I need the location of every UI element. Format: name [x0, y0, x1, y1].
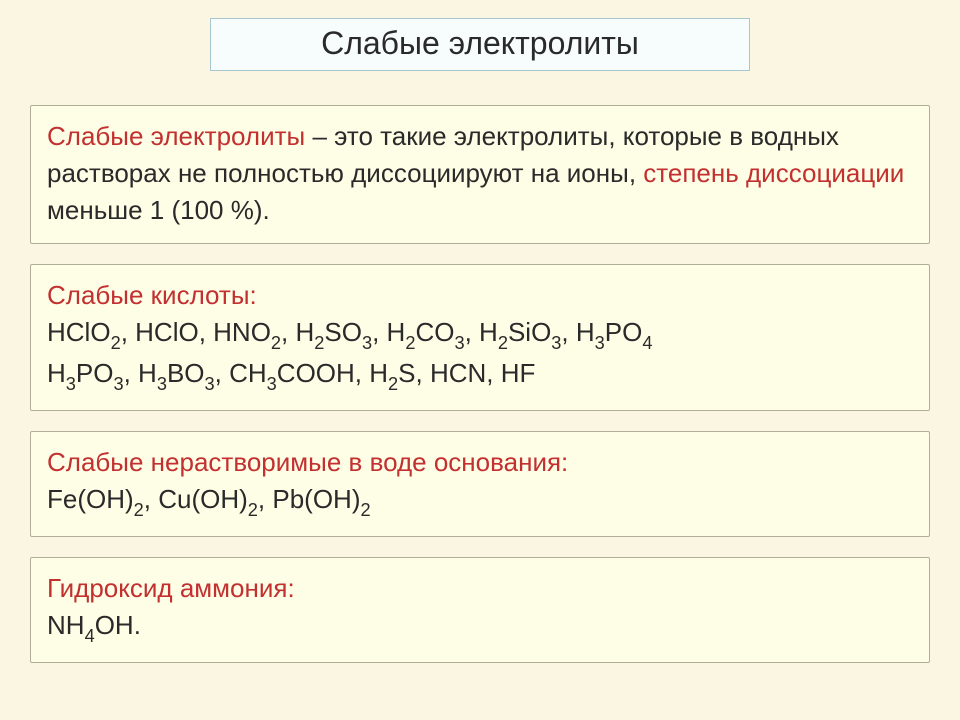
weak-acids-card: Слабые кислоты: HClO2, HClO, HNO2, H2SO3… — [30, 264, 930, 411]
definition-dash: – — [305, 121, 327, 151]
ammonium-card: Гидроксид аммония: NH4OH. — [30, 557, 930, 663]
weak-bases-card: Слабые нерастворимые в воде основания: F… — [30, 431, 930, 537]
weak-bases-list: Fe(OH)2, Cu(OH)2, Pb(OH)2 — [47, 481, 913, 522]
weak-bases-heading: Слабые нерастворимые в воде основания: — [47, 447, 568, 477]
definition-card: Слабые электролиты – это такие электроли… — [30, 105, 930, 244]
definition-term: Слабые электролиты — [47, 121, 305, 151]
weak-acids-heading: Слабые кислоты: — [47, 277, 913, 314]
page-title: Слабые электролиты — [210, 18, 750, 71]
definition-text-2: меньше 1 (100 %). — [47, 195, 270, 225]
ammonium-formula: NH4OH. — [47, 607, 913, 648]
weak-acids-list: HClO2, HClO, HNO2, H2SO3, H2CO3, H2SiO3,… — [47, 314, 913, 396]
ammonium-heading: Гидроксид аммония: — [47, 570, 913, 607]
definition-degree-term: степень диссоциации — [643, 158, 904, 188]
